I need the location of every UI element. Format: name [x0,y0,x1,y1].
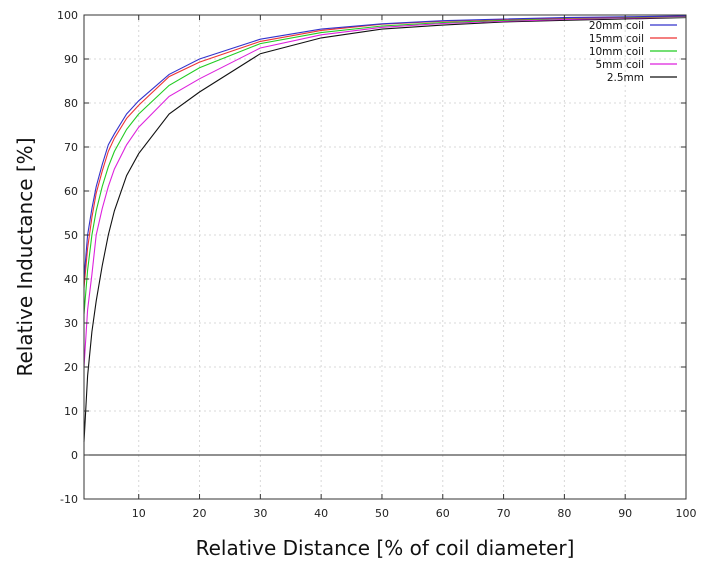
y-tick-label: -10 [60,493,78,506]
x-tick-label: 100 [676,507,697,520]
y-tick-label: 100 [57,9,78,22]
y-tick-label: 60 [64,185,78,198]
x-tick-label: 30 [253,507,267,520]
x-tick-label: 50 [375,507,389,520]
series-line-5mm-coil [83,16,687,368]
legend-label: 15mm coil [589,33,644,45]
y-tick-label: 40 [64,273,78,286]
y-tick-label: 70 [64,141,78,154]
x-axis-title: Relative Distance [% of coil diameter] [196,536,575,560]
y-tick-label: 10 [64,405,78,418]
y-tick-label: 50 [64,229,78,242]
x-tick-label: 60 [436,507,450,520]
legend-label: 5mm coil [595,59,644,71]
x-tick-label: 80 [557,507,571,520]
legend-label: 2.5mm [607,72,644,84]
legend-label: 20mm coil [589,20,644,32]
x-tick-label: 10 [132,507,146,520]
y-tick-label: 90 [64,53,78,66]
series-line-10mm-coil [83,16,687,315]
x-tick-label: 90 [618,507,632,520]
series-lines [83,15,687,442]
y-tick-label: 30 [64,317,78,330]
y-tick-label: 20 [64,361,78,374]
y-tick-label: 0 [71,449,78,462]
y-tick-label: 80 [64,97,78,110]
legend-label: 10mm coil [589,46,644,58]
x-tick-label: 20 [193,507,207,520]
ticks: 10 20 30 40 50 60 70 80 90 100 -10 0 10 20 30 40 50 60 70 8… [57,9,697,520]
x-tick-label: 70 [497,507,511,520]
x-tick-label: 40 [314,507,328,520]
y-axis-title: Relative Inductance [%] [13,138,37,377]
plot-frame [83,14,687,500]
grid [84,15,686,499]
series-line-2-5mm [83,17,687,442]
